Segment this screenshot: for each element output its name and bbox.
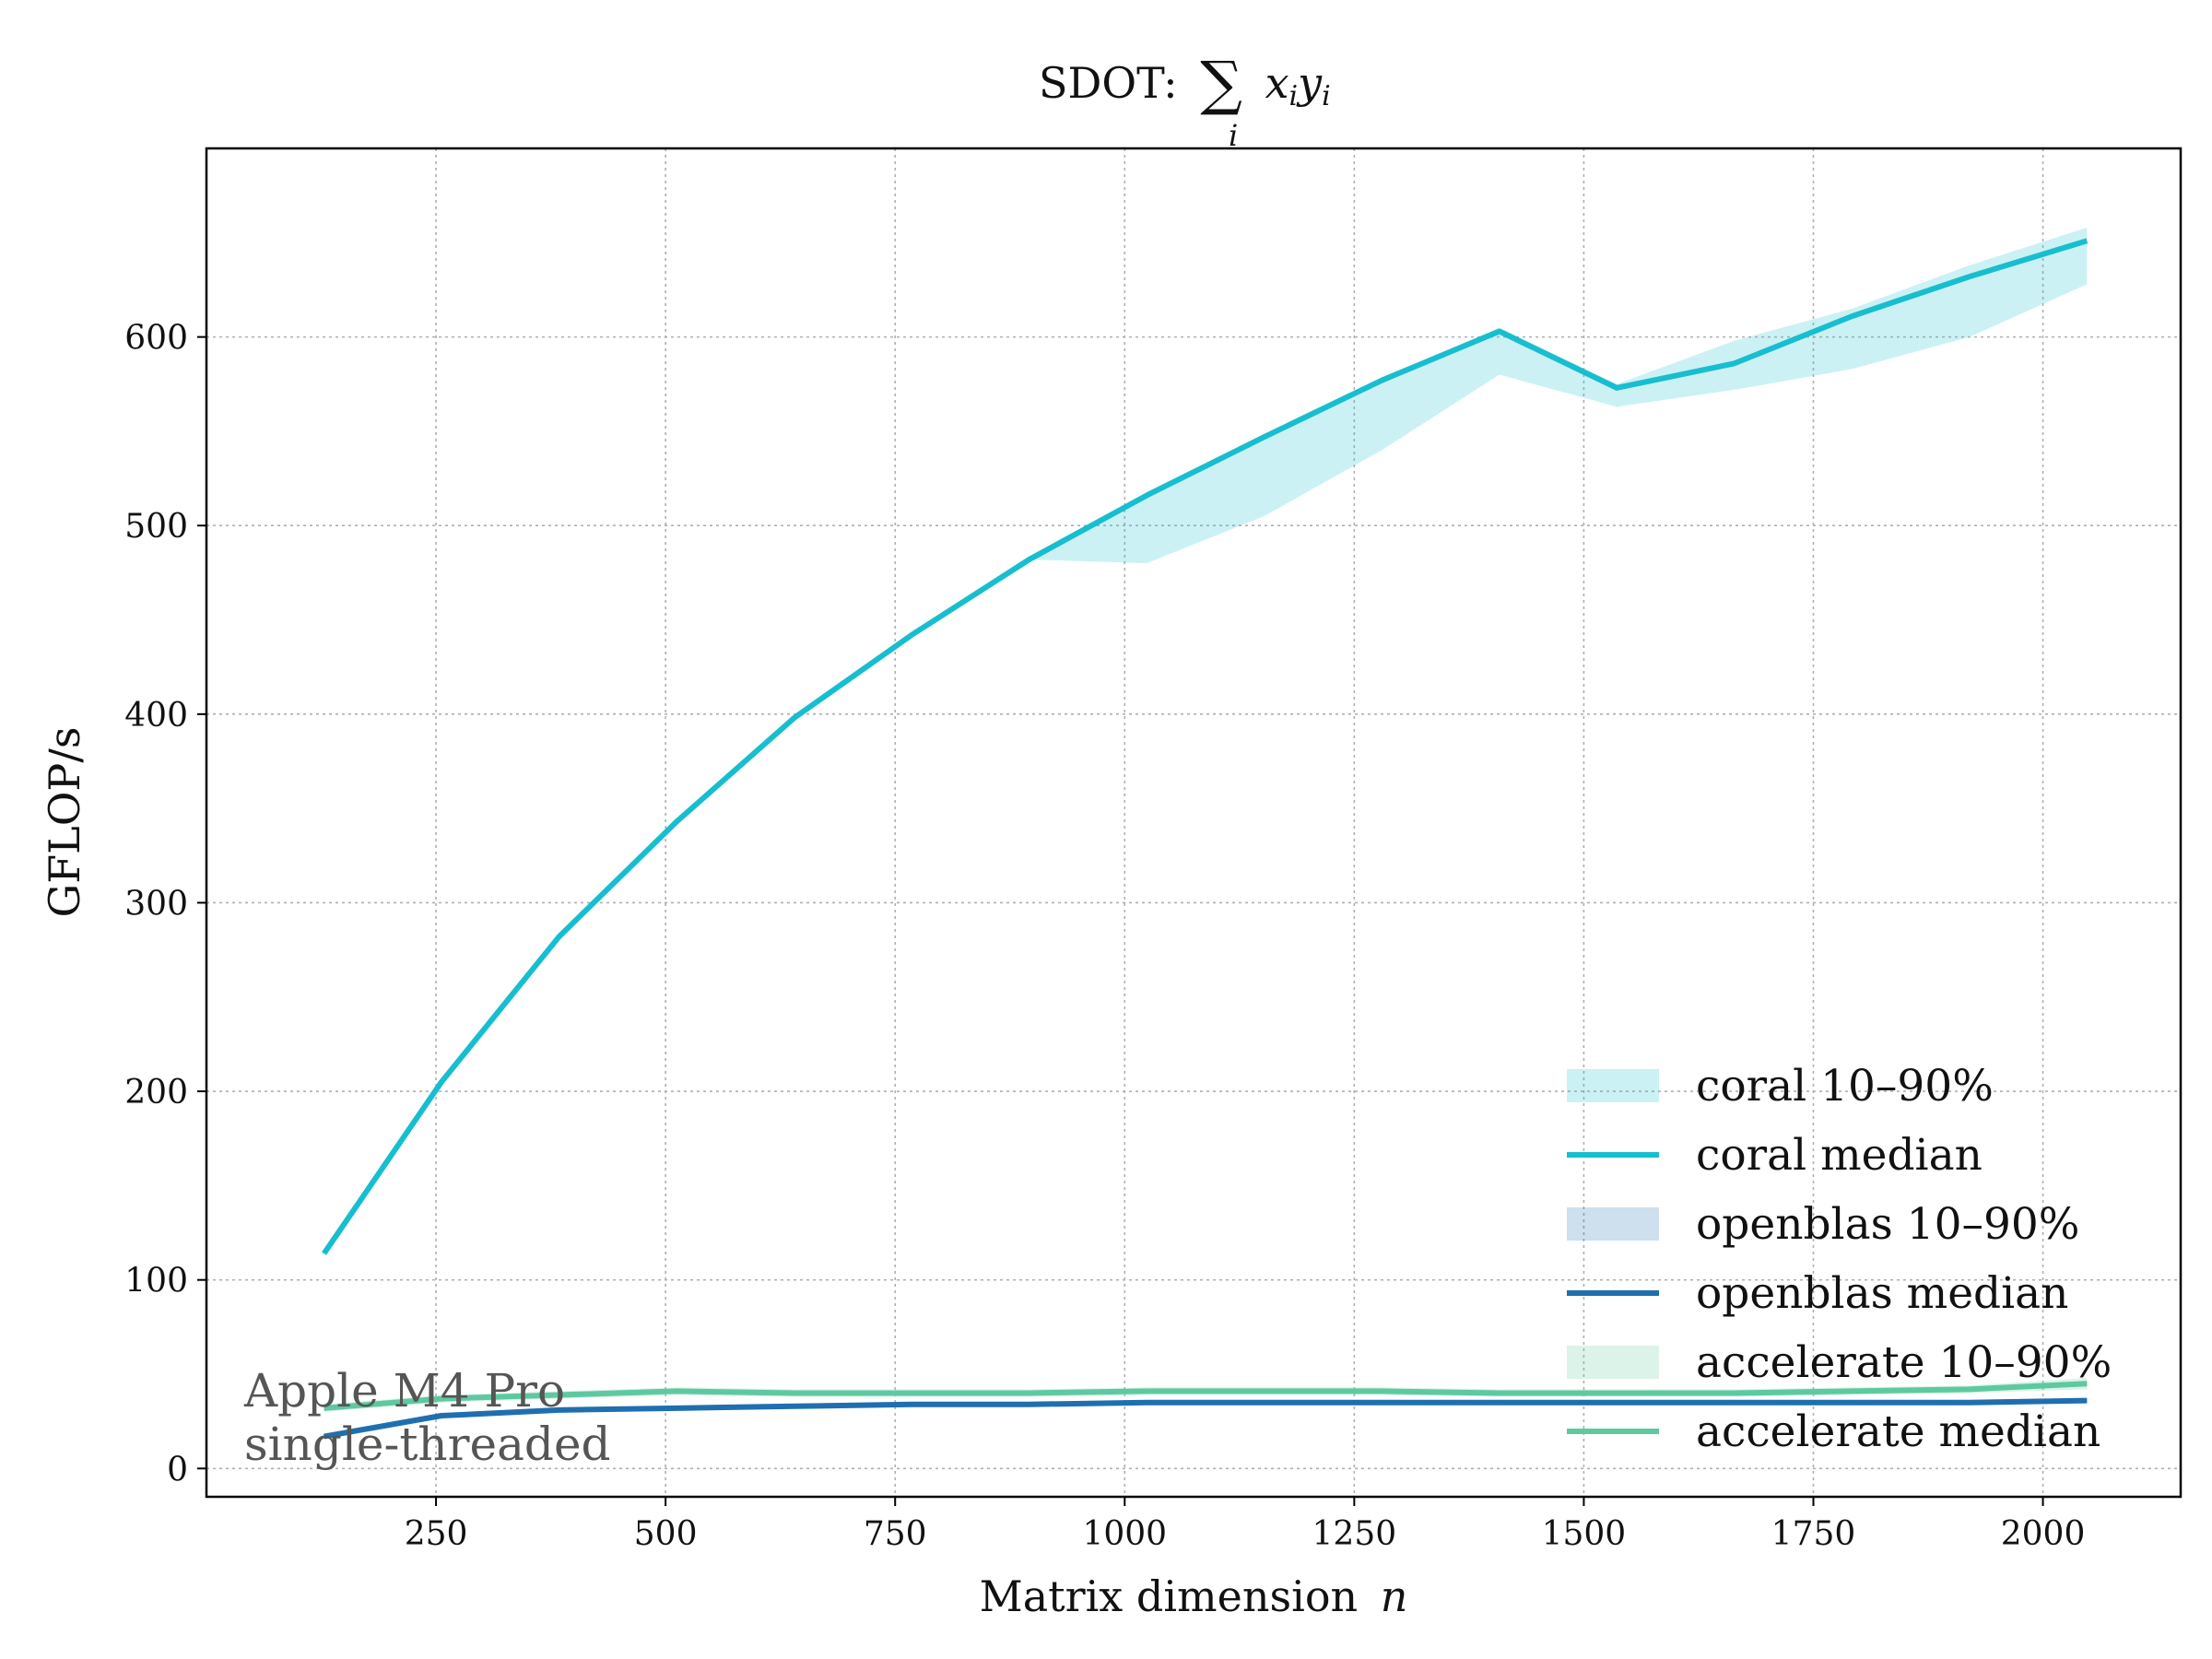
bands [324,227,2088,1439]
y-tick-label: 500 [124,508,188,546]
y-tick-label: 200 [124,1074,188,1112]
x-tick-label: 500 [634,1515,698,1553]
x-tick-label: 1000 [1082,1515,1167,1553]
legend-label: openblas median [1696,1268,2068,1319]
legend-label: coral 10–90% [1696,1061,1994,1112]
x-tick-label: 250 [405,1515,468,1553]
legend-label: accelerate median [1696,1406,2100,1457]
series-line-accelerate [324,1381,2088,1411]
band-coral [324,227,2088,1254]
legend: coral 10–90% coral median openblas 10–90% o… [1567,1061,2112,1457]
y-tick-label: 400 [124,697,188,735]
x-tick-label: 750 [864,1515,927,1553]
x-tick-label: 1500 [1542,1515,1627,1553]
legend-swatch-band [1567,1069,1659,1102]
band-accelerate [324,1378,2088,1412]
y-tick-label: 100 [124,1263,188,1300]
plot-frame [205,147,2183,1499]
legend-swatch-band [1567,1207,1659,1241]
annotation: Apple M4 Pro single-threaded [243,1364,611,1471]
legend-label: coral median [1696,1130,1983,1181]
x-tick-label: 1250 [1312,1515,1397,1553]
y-tick-label: 300 [124,885,188,923]
grid [206,148,2181,1497]
annotation-line-1: Apple M4 Pro [243,1364,565,1418]
x-tick-label: 1750 [1771,1515,1856,1553]
legend-label: openblas 10–90% [1696,1199,2079,1250]
title-sum-index: i [1229,118,1238,153]
y-axis-label: GFLOP/s [40,727,89,918]
x-tick-label: 2000 [2001,1515,2086,1553]
annotation-line-2: single-threaded [244,1418,611,1471]
series-line-openblas [324,1397,2088,1440]
series-line-coral [322,238,2088,1255]
y-tick-label: 600 [124,320,188,358]
legend-swatch-band [1567,1346,1659,1379]
y-tick-label: 0 [167,1451,188,1488]
x-axis-label: Matrix dimension n [980,1571,1408,1621]
series-lines [322,238,2088,1440]
legend-label: accelerate 10–90% [1696,1337,2112,1388]
ticks: 250 500 750 1000 1250 1500 1750 2000 0 100 200 300 4… [124,320,2085,1553]
chart-title: SDOT: ∑ xiyi [1039,50,1331,118]
